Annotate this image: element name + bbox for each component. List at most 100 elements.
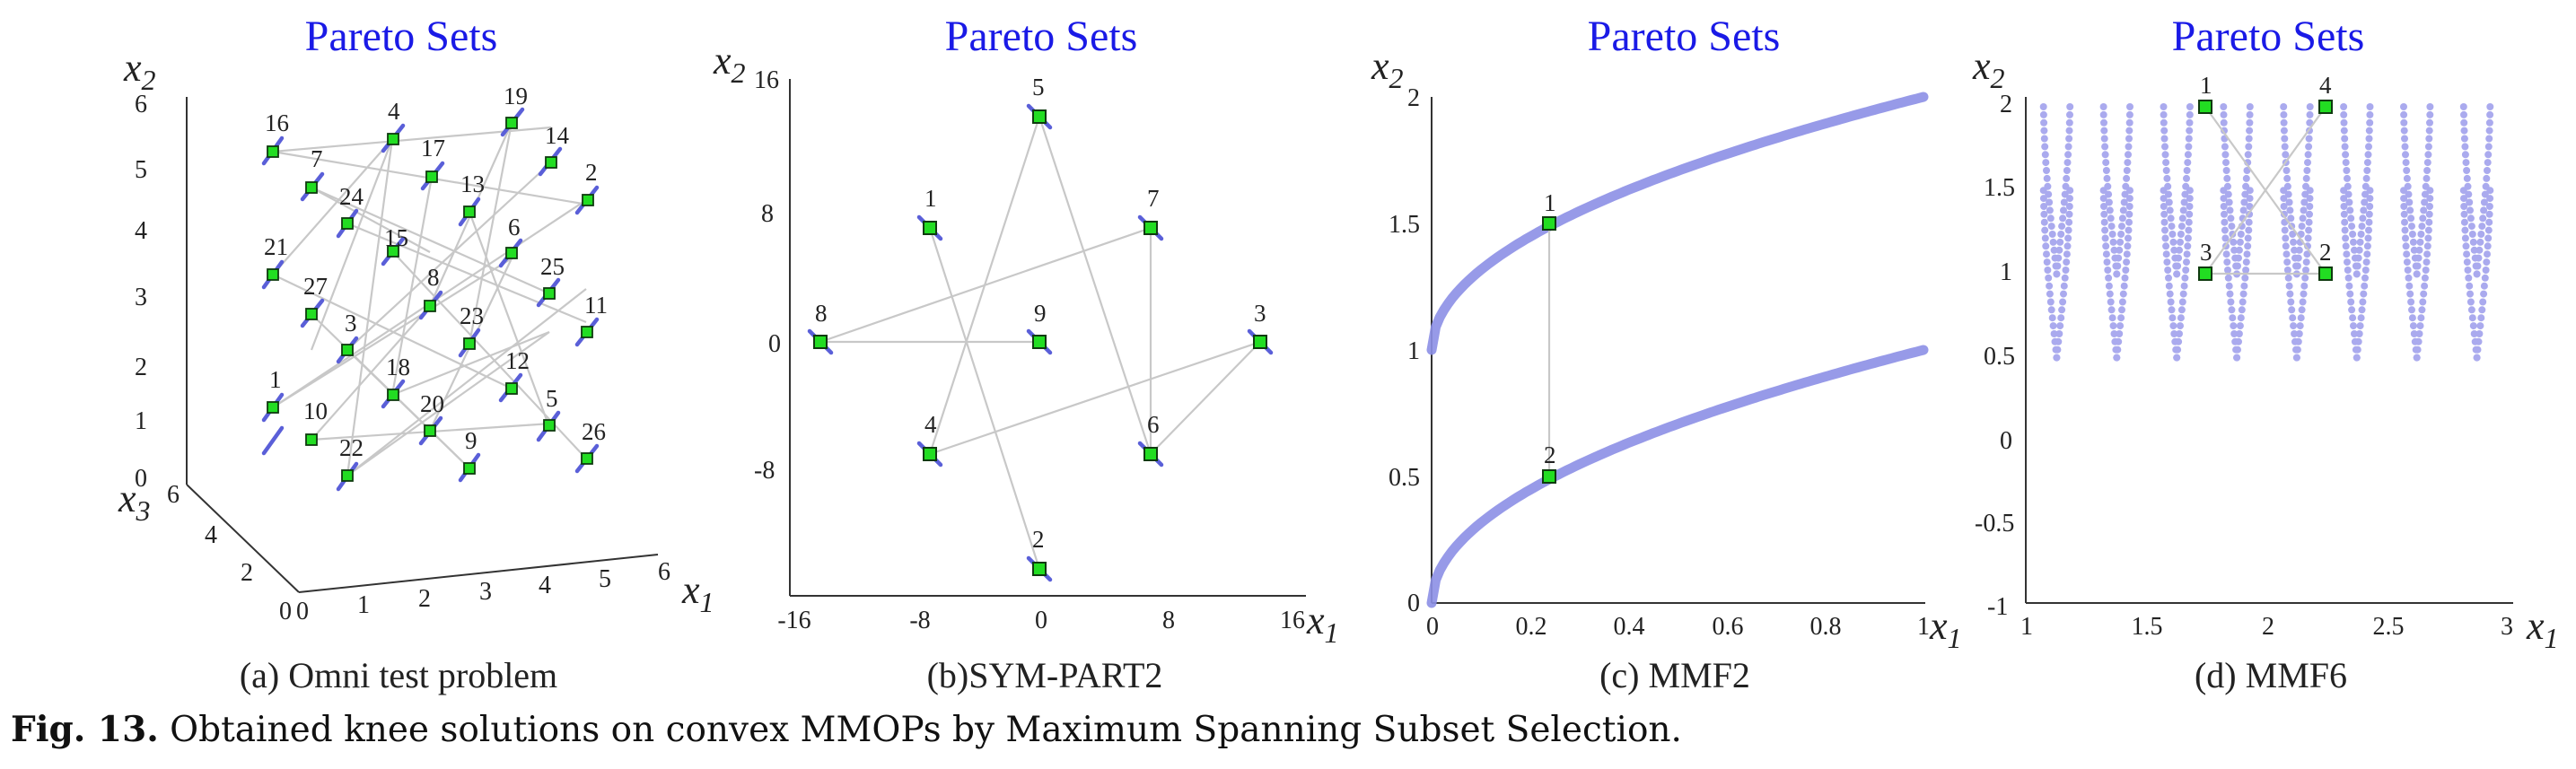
tick-label: 2 bbox=[241, 559, 253, 587]
pareto-dot bbox=[2101, 234, 2109, 242]
pareto-dot bbox=[2287, 214, 2295, 223]
pareto-dot bbox=[2240, 282, 2248, 290]
pareto-dot bbox=[2341, 143, 2349, 151]
pareto-dot bbox=[2166, 290, 2174, 298]
pareto-dot bbox=[2099, 187, 2107, 195]
pareto-dot bbox=[2117, 231, 2125, 238]
solution-point: 1 bbox=[916, 185, 943, 241]
pareto-dot bbox=[2040, 203, 2048, 210]
pareto-dot bbox=[2465, 274, 2473, 282]
pareto-dot bbox=[2400, 127, 2408, 135]
pareto-dot bbox=[2125, 210, 2134, 218]
pareto-dot bbox=[2417, 231, 2425, 238]
tick-label: 1.5 bbox=[1389, 211, 1420, 239]
pareto-dot bbox=[2484, 250, 2491, 258]
pareto-dot bbox=[2340, 118, 2348, 127]
pareto-dot bbox=[2119, 206, 2127, 214]
pareto-dot bbox=[2182, 267, 2190, 274]
pareto-dot bbox=[2107, 223, 2116, 231]
panel-title: Pareto Sets bbox=[1588, 13, 1781, 60]
pareto-dot bbox=[2041, 143, 2049, 151]
pareto-dot bbox=[2351, 246, 2358, 254]
pareto-dot bbox=[2106, 290, 2114, 298]
pareto-dot bbox=[2424, 143, 2432, 151]
pareto-set-curve bbox=[1426, 345, 1929, 608]
pareto-dot bbox=[2173, 270, 2181, 278]
pareto-dot bbox=[2304, 159, 2311, 167]
svg-text:15: 15 bbox=[384, 224, 408, 251]
tick-label: 0.5 bbox=[1389, 464, 1420, 492]
pareto-dot bbox=[2233, 354, 2241, 362]
svg-text:1: 1 bbox=[1544, 189, 1556, 216]
solution-point: 1 bbox=[261, 366, 285, 423]
x3-axis-label: x3 bbox=[118, 476, 151, 527]
svg-text:3: 3 bbox=[1254, 300, 1266, 327]
x2-axis-label: x2 bbox=[713, 39, 746, 89]
tick-label: 0 bbox=[135, 465, 147, 493]
pareto-dot bbox=[2485, 218, 2493, 226]
pareto-dot bbox=[2122, 267, 2130, 274]
pareto-dot bbox=[2484, 143, 2493, 151]
panel-title: Pareto Sets bbox=[945, 13, 1138, 60]
tick-label: 3 bbox=[135, 284, 147, 311]
pareto-dot bbox=[2282, 151, 2290, 159]
pareto-dot bbox=[2402, 151, 2409, 159]
pareto-dot bbox=[2064, 151, 2072, 159]
pareto-dot bbox=[2280, 187, 2288, 195]
tick-label: 6 bbox=[135, 91, 147, 118]
pareto-dot bbox=[2363, 159, 2371, 167]
pareto-dot bbox=[2220, 118, 2228, 127]
pareto-dot bbox=[2050, 330, 2058, 337]
pareto-dot bbox=[2280, 127, 2288, 135]
pareto-dot bbox=[2305, 226, 2313, 234]
subcaption: (a) Omni test problem bbox=[240, 655, 557, 695]
pareto-dot bbox=[2043, 167, 2050, 174]
pareto-dot bbox=[2281, 135, 2289, 143]
tick-label: 1 bbox=[1407, 337, 1420, 365]
pareto-dot bbox=[2473, 354, 2481, 362]
pareto-dot bbox=[2418, 223, 2426, 231]
panel-omni: Pareto Sets x2 x3 x1 0 1 2 3 4 5 6 0 2 4… bbox=[118, 13, 714, 695]
pareto-dot bbox=[2283, 258, 2291, 267]
pareto-dot bbox=[2126, 103, 2134, 110]
solution-point: 2 bbox=[574, 159, 600, 215]
pareto-dot bbox=[2347, 214, 2355, 223]
pareto-dot bbox=[2486, 187, 2494, 195]
pareto-dot bbox=[2470, 246, 2478, 254]
pareto-dot bbox=[2230, 330, 2239, 337]
pareto-dot bbox=[2186, 187, 2194, 195]
pareto-dot bbox=[2401, 226, 2409, 234]
pareto-dot bbox=[2303, 167, 2311, 174]
pareto-dot bbox=[2468, 231, 2476, 238]
pareto-dot bbox=[2425, 135, 2433, 143]
pareto-dot bbox=[2224, 267, 2231, 274]
pareto-dot bbox=[2303, 250, 2311, 258]
pareto-dot bbox=[2294, 254, 2302, 262]
svg-text:3: 3 bbox=[2200, 239, 2212, 266]
solution-point: 3 bbox=[1247, 300, 1274, 355]
pareto-dot bbox=[2361, 282, 2369, 290]
pareto-dot bbox=[2425, 127, 2433, 135]
pareto-dot bbox=[2124, 242, 2132, 250]
pareto-dot bbox=[2484, 242, 2492, 250]
x1-axis-label: x1 bbox=[681, 568, 714, 618]
pareto-dot bbox=[2065, 203, 2073, 210]
pareto-dot bbox=[2230, 322, 2238, 330]
pareto-dot bbox=[2360, 290, 2368, 298]
pareto-dot bbox=[2240, 198, 2248, 206]
pareto-dot bbox=[2466, 298, 2475, 306]
pareto-dot bbox=[2125, 110, 2134, 118]
pareto-dot bbox=[2285, 282, 2293, 290]
pareto-dot bbox=[2167, 298, 2175, 306]
panel-title: Pareto Sets bbox=[2172, 13, 2365, 60]
pareto-dot bbox=[2353, 345, 2361, 354]
pareto-dot bbox=[2040, 127, 2048, 135]
pareto-dot bbox=[2400, 103, 2407, 110]
figure-number: Fig. 13. bbox=[11, 709, 159, 750]
solution-point: 2 bbox=[2318, 239, 2333, 281]
pareto-dot bbox=[2298, 223, 2306, 231]
pareto-dot bbox=[2183, 258, 2190, 267]
pareto-dot bbox=[2426, 110, 2434, 118]
pareto-dot bbox=[2424, 234, 2432, 242]
svg-text:2: 2 bbox=[585, 159, 598, 186]
